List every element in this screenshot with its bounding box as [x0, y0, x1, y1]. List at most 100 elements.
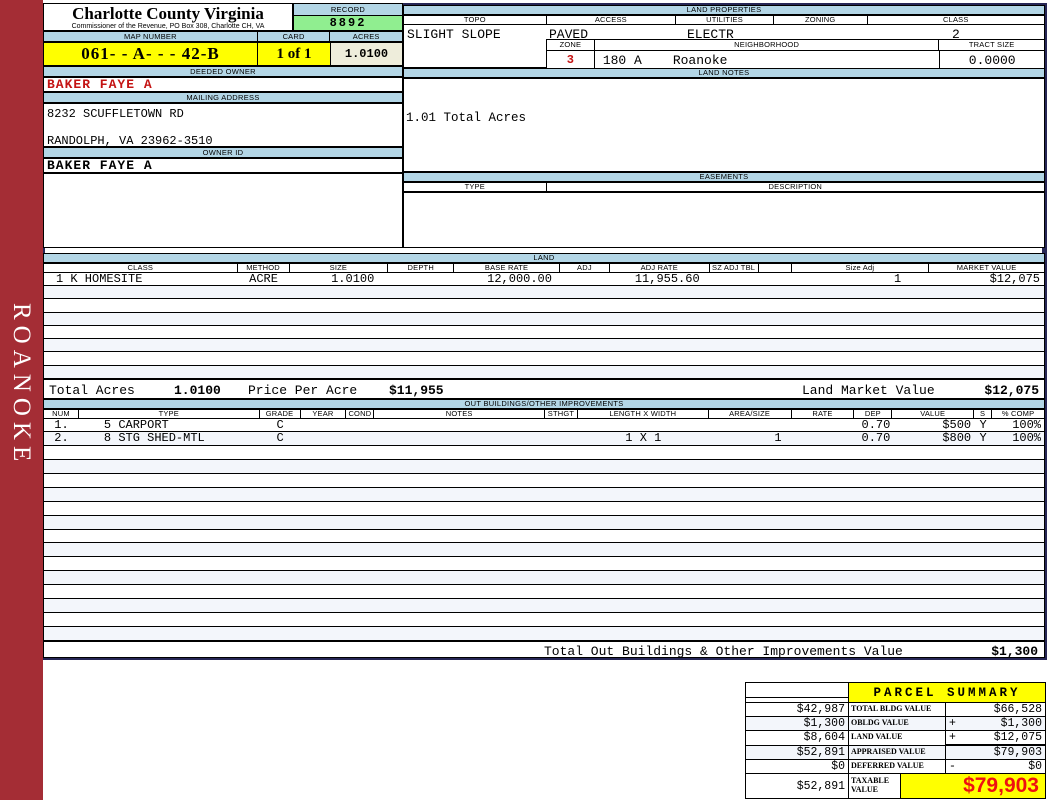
ob-hdr-rate: RATE — [792, 410, 855, 418]
ob1-grade: C — [276, 419, 284, 431]
land-adj — [560, 273, 610, 285]
land-hdr-base-rate: BASE RATE — [454, 264, 560, 272]
ob2-notes — [374, 432, 545, 445]
county-title-box: Charlotte County Virginia Commissioner o… — [43, 3, 293, 31]
out-building-row-2: 2. 8 STG SHED-MTL C 1 X 1 1 0.70 $800 Y … — [43, 432, 1045, 446]
psum-right-1: $66,528 — [945, 702, 1046, 717]
psum-label-5: DEFERRED VALUE — [848, 759, 946, 774]
psum-label-2: OBLDG VALUE — [848, 716, 946, 731]
acres-value: 1.0100 — [331, 42, 403, 66]
ob2-dep: 0.70 — [861, 432, 891, 445]
commissioner-line: Commissioner of the Revenue, PO Box 308,… — [71, 23, 265, 30]
land-blank-col — [759, 273, 792, 285]
map-number-label: MAP NUMBER — [44, 32, 258, 41]
land-title: LAND — [43, 253, 1045, 263]
psum-right-2: + $1,300 — [945, 716, 1046, 731]
ob1-year — [301, 419, 347, 431]
land-market-value: $12,075 — [989, 273, 1040, 285]
tract-size-label: TRACT SIZE — [968, 40, 1015, 50]
land-notes-box: 1.01 Total Acres — [403, 78, 1045, 172]
psum-topleft-empty — [745, 682, 849, 703]
ob1-length-width — [578, 419, 709, 431]
ob-hdr-num: NUM — [44, 410, 79, 418]
sidebar-vertical-label: ROANOKE — [8, 303, 35, 468]
tract-size-value: 0.0000 — [939, 51, 1044, 69]
record-value: 8892 — [293, 15, 403, 31]
ob-hdr-year: YEAR — [301, 410, 347, 418]
ob-hdr-length-width: LENGTH X WIDTH — [578, 410, 709, 418]
access-value: PAVED — [549, 27, 589, 42]
land-note-text: 1.01 Total Acres — [406, 111, 527, 125]
owner-id-label: OWNER ID — [43, 147, 403, 158]
map-value-row: 061- - A- - - 42-B 1 of 1 1.0100 — [43, 42, 403, 66]
ob-hdr-value: VALUE — [892, 410, 975, 418]
psum-taxable-label: TAXABLE VALUE — [848, 773, 901, 799]
land-adj-rate: 11,955.60 — [634, 273, 700, 285]
psum-left-3: $8,604 — [745, 730, 849, 746]
out-buildings-total-value: $1,300 — [991, 644, 1038, 659]
price-per-acre-value: $11,955 — [389, 383, 444, 398]
land-properties-values: SLIGHT SLOPE PAVED ELECTR 2 ZONE NEIGHBO… — [403, 25, 1045, 70]
neighborhood-sidebar: ROANOKE — [0, 0, 43, 800]
parcel-summary-table: PARCEL SUMMARY $42,987 TOTAL BLDG VALUE … — [745, 682, 1046, 799]
land-market-value-total: $12,075 — [984, 383, 1039, 398]
acres-label: ACRES — [330, 32, 402, 41]
ob1-value: $500 — [942, 419, 972, 431]
psum-left-2: $1,300 — [745, 716, 849, 731]
land-class: 1 K HOMESITE — [56, 273, 143, 285]
ob2-s: Y — [979, 432, 987, 445]
ob2-sthgt — [545, 432, 578, 445]
neighborhood-label: NEIGHBORHOOD — [595, 40, 940, 50]
ob1-num: 1. — [54, 419, 69, 431]
ob1-rate — [792, 419, 855, 431]
zoning-label: ZONING — [774, 16, 868, 24]
owner-id-value: BAKER FAYE A — [43, 158, 403, 173]
psum-op-2: + — [949, 717, 956, 730]
class-value: 2 — [952, 27, 960, 42]
psum-left-4: $52,891 — [745, 744, 849, 760]
zone-value: 3 — [547, 51, 595, 69]
psum-right-4: $79,903 — [945, 744, 1046, 760]
psum-op-3: + — [949, 731, 956, 744]
psum-taxable-left: $52,891 — [745, 773, 849, 799]
psum-label-3: LAND VALUE — [848, 730, 946, 746]
land-properties-title: LAND PROPERTIES — [403, 5, 1045, 15]
map-header-row: MAP NUMBER CARD ACRES — [43, 31, 403, 42]
out-buildings-title: OUT BUILDINGS/OTHER IMPROVEMENTS — [43, 399, 1045, 409]
land-hdr-size-adj: Size Adj — [792, 264, 930, 272]
land-hdr-method: METHOD — [238, 264, 290, 272]
deeded-owner-value: BAKER FAYE A — [43, 77, 403, 92]
easement-type-label: TYPE — [404, 183, 547, 191]
land-market-value-label: Land Market Value — [802, 383, 935, 398]
land-hdr-market-value: MARKET VALUE — [956, 263, 1017, 273]
class-label: CLASS — [942, 15, 969, 25]
ob-hdr-s: S — [974, 410, 993, 418]
land-depth — [388, 273, 454, 285]
ob2-grade: C — [276, 432, 284, 445]
land-hdr-depth: DEPTH — [388, 264, 455, 272]
ob2-area-size: 1 — [774, 432, 782, 445]
owner-empty-box — [43, 173, 403, 248]
ob-hdr-notes: NOTES — [374, 410, 546, 418]
ob1-sthgt — [545, 419, 578, 431]
mailing-address-box: 8232 SCUFFLETOWN RD RANDOLPH, VA 23962-3… — [43, 103, 403, 148]
psum-label-4: APPRAISED VALUE — [848, 744, 946, 760]
easements-header-row: TYPE DESCRIPTION — [403, 182, 1045, 192]
ob2-year — [301, 432, 347, 445]
ob2-num: 2. — [54, 432, 69, 445]
out-buildings-header-row: NUM TYPE GRADE YEAR COND NOTES STHGT LEN… — [43, 409, 1045, 419]
ob1-type: 5 CARPORT — [103, 419, 169, 431]
easements-title: EASEMENTS — [403, 172, 1045, 182]
land-hdr-class: CLASS — [44, 264, 238, 272]
land-empty-rows — [43, 286, 1045, 379]
land-totals-row: Total Acres 1.0100 Price Per Acre $11,95… — [43, 379, 1045, 399]
ob2-cond — [346, 432, 374, 445]
ob-hdr-sthgt: STHGT — [545, 410, 578, 418]
ob2-length-width: 1 X 1 — [625, 432, 662, 445]
ob1-area-size — [709, 419, 792, 431]
ob-hdr-type: TYPE — [79, 410, 260, 418]
county-title: Charlotte County Virginia — [72, 4, 264, 23]
ob1-notes — [374, 419, 545, 431]
psum-left-5: $0 — [745, 759, 849, 774]
